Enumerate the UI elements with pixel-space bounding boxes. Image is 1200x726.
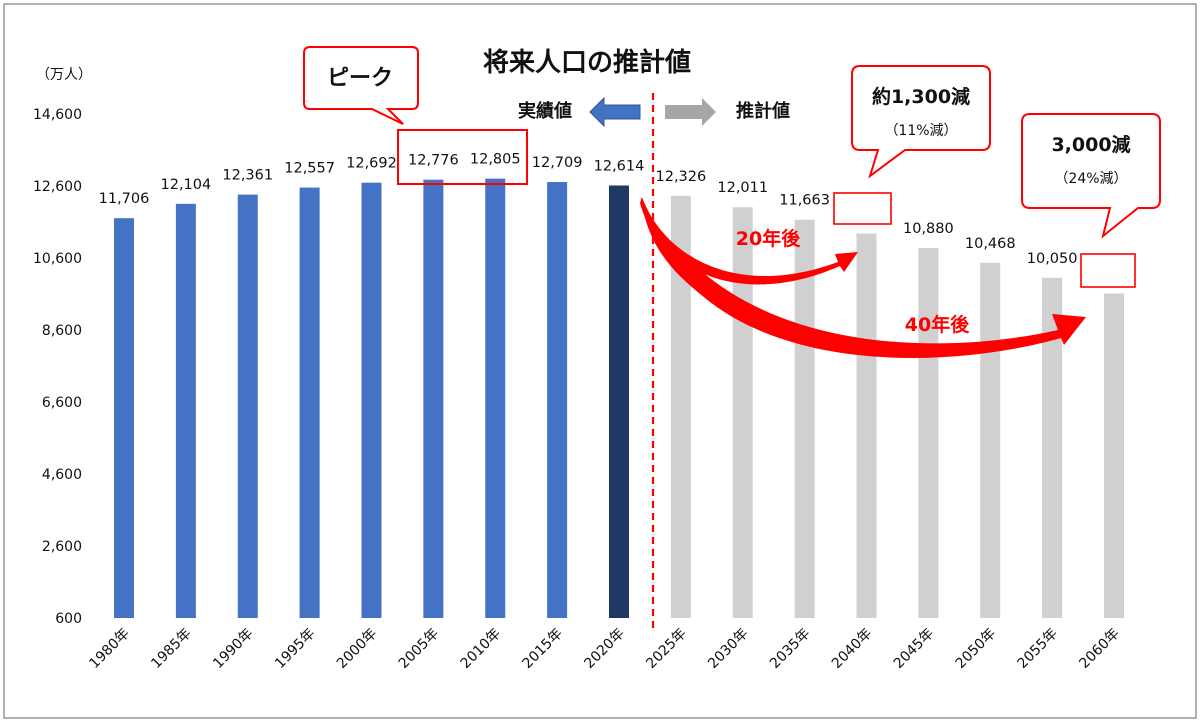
y-tick-label: 6,600: [42, 395, 82, 411]
data-label: 12,557: [284, 161, 335, 177]
y-axis: 600 2,600 4,600 6,600 8,600 10,600 12,600 14,60…: [33, 107, 82, 627]
callout-2060: 3,000減 （24%減）: [1021, 113, 1161, 239]
data-label: 10,050: [1027, 251, 1078, 267]
legend-actual: 実績値: [518, 96, 641, 128]
bar-2015年: [547, 182, 568, 619]
data-label: 12,104: [161, 177, 212, 193]
y-tick-label: 12,600: [33, 179, 82, 195]
callout-2040-main: 約1,300減: [872, 85, 970, 108]
bar-2025年: [670, 195, 691, 618]
bar-2030年: [732, 207, 753, 619]
arrow-40-years-icon: [640, 195, 1086, 358]
arrow-40-years-label: 40年後: [905, 313, 970, 336]
bars-group: [114, 178, 1124, 619]
data-label: 12,614: [594, 158, 645, 174]
arrow-20-years: 20年後: [640, 197, 858, 285]
data-label: 12,805: [470, 152, 521, 168]
y-tick-label: 10,600: [33, 251, 82, 267]
callout-2060-bubble: [1021, 113, 1161, 239]
bar-1985年: [175, 203, 196, 618]
data-label: 12,361: [222, 168, 273, 184]
peak-highlight-box: [397, 129, 528, 185]
callout-2060-sub: （24%減）: [1054, 170, 1127, 187]
bar-2000年: [361, 182, 382, 619]
callout-2040-bubble: [851, 65, 991, 179]
bar-2045年: [918, 247, 939, 619]
bar-2010年: [485, 178, 506, 618]
bar-2040年: [856, 233, 877, 619]
data-label: 12,692: [346, 156, 397, 172]
data-label: 12,011: [717, 180, 768, 196]
callout-2040-sub: （11%減）: [884, 122, 957, 139]
legend-forecast-label: 推計値: [736, 100, 790, 122]
arrow-40-years: 40年後: [640, 195, 1086, 358]
bar-2060年: [1104, 293, 1124, 618]
bar-2020年: [609, 185, 629, 618]
y-tick-label: 2,600: [42, 539, 82, 555]
data-label: 11,663: [779, 193, 830, 209]
y-tick-label: 4,600: [42, 467, 82, 483]
bar-1990年: [237, 194, 258, 618]
legend-forecast: 推計値: [665, 98, 790, 126]
legend-actual-arrow-icon: [589, 96, 641, 128]
arrow-20-years-icon: [640, 197, 858, 285]
data-label: 12,326: [656, 169, 707, 185]
data-label: 10,880: [903, 221, 954, 237]
y-tick-label: 600: [55, 611, 82, 627]
bar-2005年: [423, 179, 444, 618]
data-label: 10,468: [965, 236, 1016, 252]
callout-2040: 約1,300減 （11%減）: [851, 65, 991, 179]
bar-2050年: [980, 262, 1001, 618]
chart-title: 将来人口の推計値: [483, 47, 691, 78]
y-unit-label: （万人）: [36, 67, 92, 83]
bar-1980年: [114, 218, 134, 618]
value-2060-highlight-box: [1080, 253, 1136, 288]
peak-callout-bubble: [303, 46, 419, 125]
data-label: 12,709: [532, 155, 583, 171]
bar-2035年: [794, 219, 815, 618]
y-tick-label: 14,600: [33, 107, 82, 123]
bar-2055年: [1042, 277, 1063, 618]
peak-callout: ピーク: [303, 46, 419, 125]
data-label: 11,706: [99, 191, 150, 207]
legend-forecast-arrow-icon: [665, 98, 716, 126]
legend-actual-label: 実績値: [518, 100, 572, 122]
value-2040-highlight-box: [833, 192, 892, 225]
callout-2060-main: 3,000減: [1051, 133, 1130, 156]
peak-callout-text: ピーク: [327, 66, 393, 91]
y-tick-label: 8,600: [42, 323, 82, 339]
arrow-20-years-label: 20年後: [736, 227, 801, 250]
data-label: 12,776: [408, 153, 459, 169]
bar-1995年: [299, 187, 320, 618]
data-labels-group: 11,706 12,104 12,361 12,557 12,692 12,776 12,8…: [99, 152, 1135, 283]
